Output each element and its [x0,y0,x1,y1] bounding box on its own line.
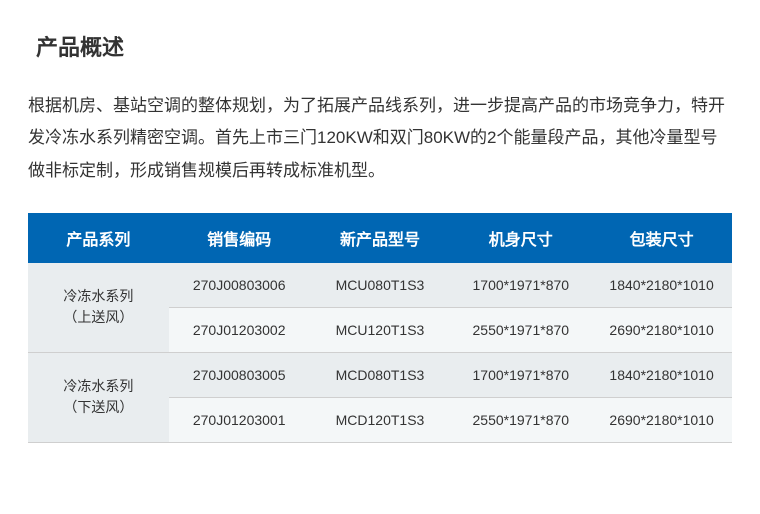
cell-model: MCD120T1S3 [310,397,451,442]
series-cell: 冷冻水系列 （下送风） [28,352,169,442]
product-table: 产品系列 销售编码 新产品型号 机身尺寸 包装尺寸 冷冻水系列 （上送风） 27… [28,213,732,443]
cell-pack: 2690*2180*1010 [591,397,732,442]
cell-pack: 2690*2180*1010 [591,307,732,352]
cell-code: 270J00803005 [169,352,310,397]
cell-model: MCD080T1S3 [310,352,451,397]
series-line1: 冷冻水系列 [63,378,133,394]
cell-body: 1700*1971*870 [450,352,591,397]
series-line1: 冷冻水系列 [63,288,133,304]
page-title: 产品概述 [36,30,732,62]
cell-pack: 1840*2180*1010 [591,263,732,308]
page-description: 根据机房、基站空调的整体规划，为了拓展产品线系列，进一步提高产品的市场竞争力，特… [28,90,732,187]
cell-body: 1700*1971*870 [450,263,591,308]
col-code: 销售编码 [169,213,310,263]
series-line2: （上送风） [63,309,133,325]
cell-model: MCU080T1S3 [310,263,451,308]
table-row: 冷冻水系列 （上送风） 270J00803006 MCU080T1S3 1700… [28,263,732,308]
series-line2: （下送风） [63,399,133,415]
cell-pack: 1840*2180*1010 [591,352,732,397]
cell-body: 2550*1971*870 [450,397,591,442]
col-pack: 包装尺寸 [591,213,732,263]
table-row: 冷冻水系列 （下送风） 270J00803005 MCD080T1S3 1700… [28,352,732,397]
col-series: 产品系列 [28,213,169,263]
table-header-row: 产品系列 销售编码 新产品型号 机身尺寸 包装尺寸 [28,213,732,263]
series-cell: 冷冻水系列 （上送风） [28,263,169,353]
cell-code: 270J00803006 [169,263,310,308]
cell-code: 270J01203002 [169,307,310,352]
cell-body: 2550*1971*870 [450,307,591,352]
cell-code: 270J01203001 [169,397,310,442]
col-body: 机身尺寸 [450,213,591,263]
col-model: 新产品型号 [310,213,451,263]
cell-model: MCU120T1S3 [310,307,451,352]
